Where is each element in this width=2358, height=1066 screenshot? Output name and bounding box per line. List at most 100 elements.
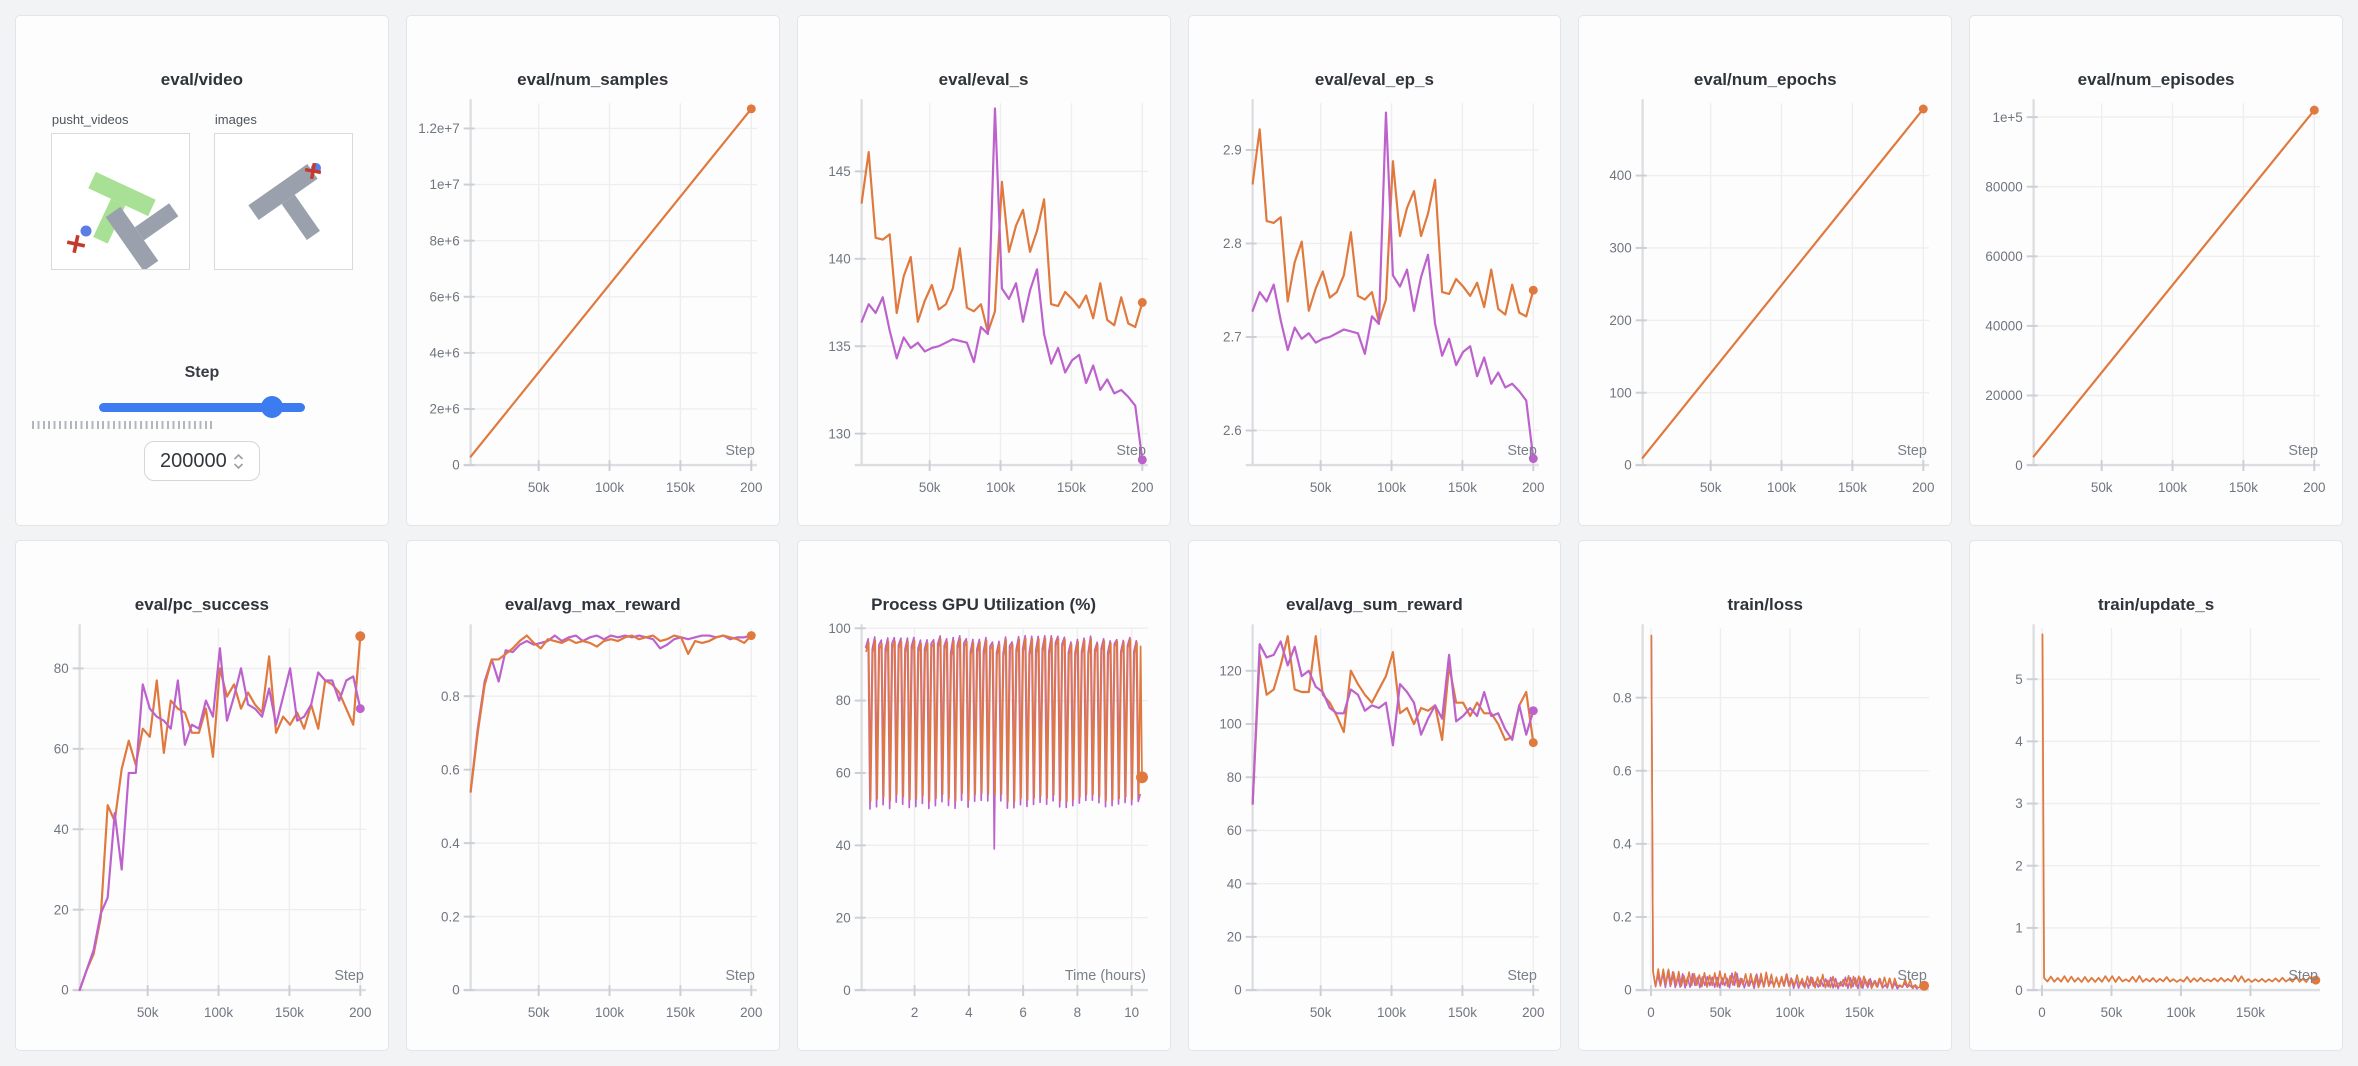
svg-text:0: 0	[1648, 1005, 1655, 1020]
svg-text:6e+6: 6e+6	[429, 289, 459, 304]
svg-text:2.9: 2.9	[1223, 143, 1242, 158]
svg-text:0.2: 0.2	[1613, 910, 1632, 925]
svg-text:200: 200	[740, 1005, 762, 1020]
svg-text:2: 2	[2015, 858, 2022, 873]
svg-text:4e+6: 4e+6	[429, 346, 459, 361]
svg-text:0: 0	[452, 458, 459, 473]
svg-text:80: 80	[835, 693, 850, 708]
svg-text:100k: 100k	[1767, 480, 1796, 495]
svg-text:20: 20	[1226, 930, 1241, 945]
slider-tick-ruler	[32, 421, 212, 429]
svg-text:0: 0	[452, 983, 459, 998]
images-image	[248, 162, 322, 241]
svg-text:100k: 100k	[1776, 1005, 1805, 1020]
images-frame[interactable]	[213, 133, 353, 270]
thumb-label: images	[214, 112, 257, 127]
chart-title: eval/pc_success	[134, 595, 270, 614]
chart-canvas[interactable]: 0 2e+6 4e+6 6e+6 8e+6 1e+7 1.2e+7 50k 100k 150k 20…	[407, 94, 779, 524]
svg-text:0: 0	[1625, 983, 1632, 998]
slider-handle[interactable]	[260, 396, 283, 418]
chart-canvas[interactable]: 0 20000 40000 60000 80000 1e+5 50k 100k 150k 200 S…	[1970, 94, 2342, 524]
svg-text:100: 100	[1219, 717, 1241, 732]
x-axis-label: Step	[1507, 968, 1537, 984]
svg-text:100k: 100k	[595, 480, 624, 495]
svg-text:200: 200	[1912, 480, 1934, 495]
step-control: Step 200000	[16, 364, 388, 481]
svg-text:150k: 150k	[666, 1005, 695, 1020]
chart-canvas[interactable]: 0 20 40 60 80 50k 100k 150k 200 Step	[16, 619, 388, 1049]
svg-text:100k: 100k	[2167, 1005, 2196, 1020]
svg-text:0: 0	[2015, 983, 2022, 998]
svg-text:150k: 150k	[1057, 480, 1086, 495]
svg-text:0: 0	[843, 983, 850, 998]
chart-canvas[interactable]: 0 0.2 0.4 0.6 0.8 0 50k 100k 150k Step	[1579, 619, 1951, 1049]
svg-text:200: 200	[1522, 1005, 1544, 1020]
chart-canvas[interactable]: 0 100 200 300 400 50k 100k 150k 200 Step	[1579, 94, 1951, 524]
chart-title: eval/num_samples	[517, 70, 669, 89]
svg-text:150k: 150k	[666, 480, 695, 495]
chart-panel-eval-pc-success: eval/pc_success 0 20 40 60 80 50k 100k 150k 200 St…	[15, 540, 389, 1051]
svg-text:50k: 50k	[137, 1005, 159, 1020]
chart-canvas[interactable]: 0 20 40 60 80 100 120 50k 100k 150k 200 Step	[1189, 619, 1561, 1049]
chart-panel-process-gpu-utilization-: Process GPU Utilization (%) 0 20 40 60 80 100 2…	[796, 540, 1171, 1051]
pusht-video-frame[interactable]	[50, 133, 190, 272]
svg-text:100k: 100k	[1377, 480, 1406, 495]
svg-text:50k: 50k	[528, 480, 550, 495]
chart-title: eval/avg_sum_reward	[1286, 595, 1463, 614]
svg-text:50k: 50k	[2101, 1005, 2123, 1020]
thumb-pusht-videos: pusht_videos	[50, 112, 190, 272]
svg-text:145: 145	[828, 164, 850, 179]
chart-title: eval/avg_max_reward	[504, 595, 681, 614]
svg-text:150k: 150k	[1447, 480, 1476, 495]
chart-canvas[interactable]: 2.6 2.7 2.8 2.9 50k 100k 150k 200 Step	[1189, 94, 1561, 524]
svg-text:100k: 100k	[595, 1005, 624, 1020]
svg-text:50k: 50k	[1309, 1005, 1331, 1020]
svg-text:2: 2	[910, 1005, 917, 1020]
chart-panel-eval-avg-sum-reward: eval/avg_sum_reward 0 20 40 60 80 100 120 50k 100…	[1187, 540, 1562, 1051]
agent-dot	[80, 225, 92, 237]
svg-text:150k: 150k	[1838, 480, 1867, 495]
chart-canvas[interactable]: 0 0.2 0.4 0.6 0.8 50k 100k 150k 200 Step	[407, 619, 779, 1049]
step-number-input[interactable]: 200000	[143, 441, 260, 481]
svg-text:200: 200	[2303, 480, 2325, 495]
chevron-down-icon[interactable]	[233, 462, 244, 469]
x-axis-label: Step	[334, 968, 364, 984]
step-slider[interactable]	[98, 396, 305, 418]
svg-text:200: 200	[349, 1005, 371, 1020]
svg-text:4: 4	[965, 1005, 973, 1020]
x-axis-label: Step	[725, 968, 755, 984]
chart-panel-eval-num-episodes: eval/num_episodes 0 20000 40000 60000 80000 1e…	[1969, 15, 2343, 526]
svg-text:100k: 100k	[204, 1005, 233, 1020]
svg-text:1: 1	[2015, 921, 2022, 936]
svg-text:5: 5	[2015, 672, 2022, 687]
chart-canvas[interactable]: 0 20 40 60 80 100 2 4 6 8 10 Time (hours)	[798, 619, 1170, 1049]
svg-text:1.2e+7: 1.2e+7	[418, 121, 459, 136]
panel-title: eval/video	[160, 70, 244, 89]
svg-text:40: 40	[54, 822, 69, 837]
chart-title: Process GPU Utilization (%)	[871, 595, 1096, 614]
chart-canvas[interactable]: 0 1 2 3 4 5 0 50k 100k 150k Step	[1970, 619, 2342, 1049]
chart-canvas[interactable]: 130 135 140 145 50k 100k 150k 200 Step	[798, 94, 1170, 524]
svg-text:150k: 150k	[275, 1005, 304, 1020]
svg-text:0.4: 0.4	[441, 836, 460, 851]
svg-text:100k: 100k	[2158, 480, 2187, 495]
chart-panel-eval-eval-s: eval/eval_s 130 135 140 145 50k 100k 150k 200 Ste…	[796, 15, 1171, 526]
chart-title: eval/num_episodes	[2077, 70, 2235, 89]
svg-text:150k: 150k	[2236, 1005, 2265, 1020]
step-value: 200000	[160, 449, 227, 472]
svg-text:0.2: 0.2	[441, 909, 460, 924]
block-t-shape	[105, 203, 179, 272]
chart-title: eval/eval_ep_s	[1314, 70, 1434, 89]
chevron-up-icon[interactable]	[233, 453, 244, 460]
chart-panel-eval-num-epochs: eval/num_epochs 0 100 200 300 400 50k 100k 150k 2…	[1578, 15, 1953, 526]
x-axis-label: Step	[2288, 968, 2318, 984]
media-thumbnails: pusht_videos	[16, 112, 388, 272]
svg-text:50k: 50k	[919, 480, 941, 495]
svg-text:200: 200	[1131, 480, 1153, 495]
svg-text:60000: 60000	[1986, 249, 2023, 264]
svg-text:100k: 100k	[1377, 1005, 1406, 1020]
svg-text:150k: 150k	[1845, 1005, 1874, 1020]
svg-text:0.4: 0.4	[1613, 837, 1632, 852]
thumb-images: images	[213, 112, 353, 270]
slider-track[interactable]	[98, 403, 305, 412]
